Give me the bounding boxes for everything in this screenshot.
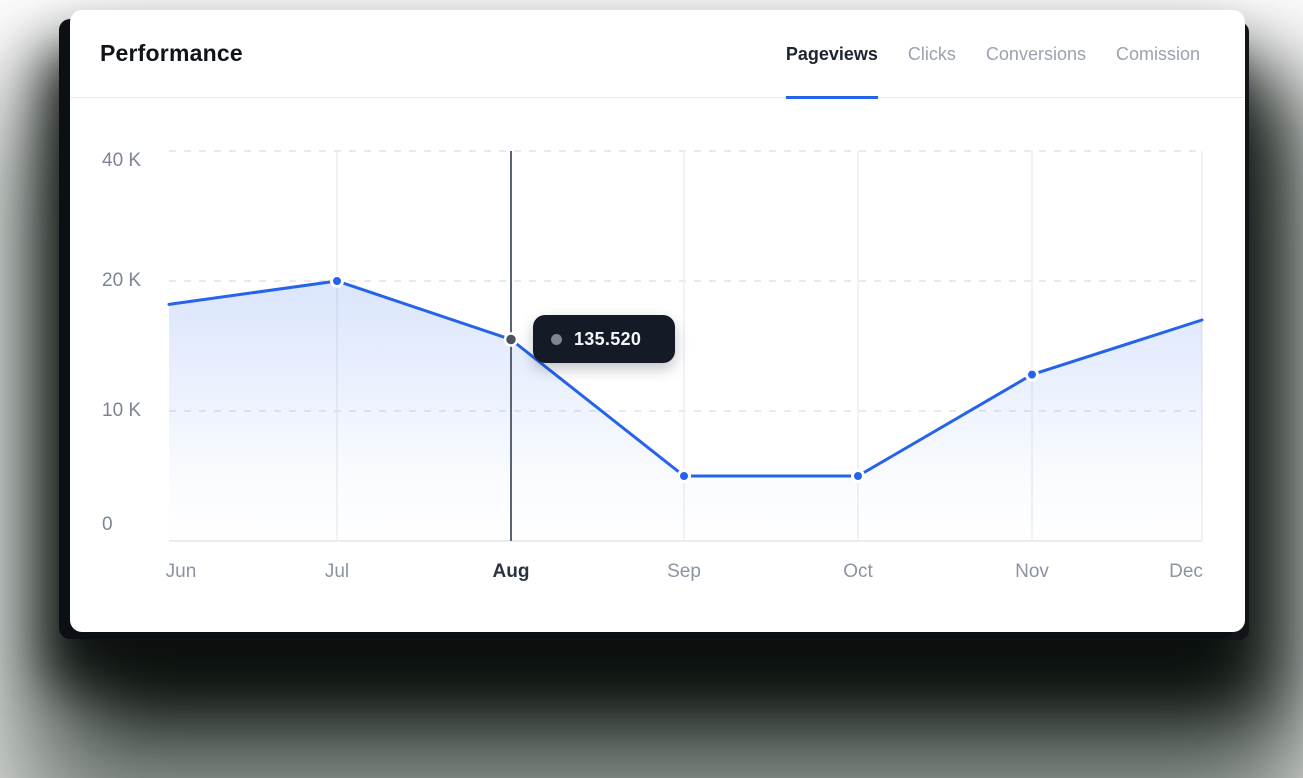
y-axis-label-40k: 40 K bbox=[102, 150, 141, 171]
tab-pageviews-label: Pageviews bbox=[785, 43, 878, 64]
x-axis-label-jul[interactable]: Jul bbox=[325, 561, 349, 582]
x-axis-label-aug[interactable]: Aug bbox=[493, 561, 530, 582]
tab-conversions-label: Conversions bbox=[985, 43, 1086, 64]
page-title: Performance bbox=[100, 40, 243, 66]
x-axis-label-dec[interactable]: Dec bbox=[1169, 561, 1203, 582]
chart-area[interactable]: 0 10 K 20 K 40 K Jun Jul Aug Sep Oct Nov Dec 135.… bbox=[70, 98, 1245, 632]
x-axis-label-jun[interactable]: Jun bbox=[166, 561, 197, 582]
x-axis-label-sep[interactable]: Sep bbox=[667, 561, 701, 582]
x-axis-label-nov[interactable]: Nov bbox=[1015, 561, 1049, 582]
data-point-sep[interactable] bbox=[677, 469, 691, 483]
active-data-point-aug[interactable] bbox=[503, 332, 519, 347]
y-axis-label-0: 0 bbox=[102, 514, 113, 535]
tab-clicks-label: Clicks bbox=[907, 43, 956, 64]
tab-comission-label: Comission bbox=[1115, 43, 1200, 64]
y-axis-label-10k: 10 K bbox=[102, 400, 141, 421]
data-point-jul[interactable] bbox=[330, 274, 344, 288]
x-axis-label-oct[interactable]: Oct bbox=[843, 561, 873, 582]
data-point-nov[interactable] bbox=[1025, 367, 1039, 382]
y-axis-label-20k: 20 K bbox=[102, 270, 141, 291]
pageviews-line-chart[interactable]: 0 10 K 20 K 40 K Jun Jul Aug Sep Oct Nov Dec bbox=[70, 98, 1245, 632]
tab-pageviews[interactable]: Pageviews bbox=[785, 10, 878, 99]
tab-clicks[interactable]: Clicks bbox=[908, 10, 956, 99]
card-header: Performance Pageviews Clicks Conversions… bbox=[70, 10, 1245, 99]
tab-bar: Pageviews Clicks Conversions Comission bbox=[785, 10, 1200, 99]
area-fill bbox=[169, 281, 1202, 541]
tab-comission[interactable]: Comission bbox=[1116, 10, 1200, 99]
data-point-oct[interactable] bbox=[851, 469, 865, 483]
chart-tooltip: 135.520 bbox=[533, 315, 675, 363]
tooltip-series-dot-icon bbox=[551, 333, 562, 345]
tab-conversions[interactable]: Conversions bbox=[986, 10, 1086, 99]
performance-card: Performance Pageviews Clicks Conversions… bbox=[70, 10, 1245, 632]
tooltip-value: 135.520 bbox=[574, 328, 642, 349]
